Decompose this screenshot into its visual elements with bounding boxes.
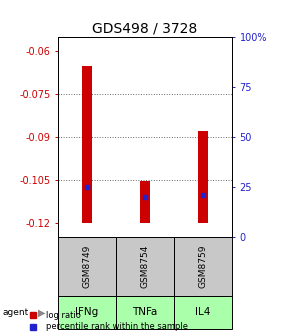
Bar (116, 296, 174, 329)
Text: percentile rank within the sample: percentile rank within the sample (46, 322, 188, 331)
Text: GSM8759: GSM8759 (198, 245, 208, 288)
Text: log ratio: log ratio (46, 310, 81, 320)
Bar (174, 237, 232, 296)
Bar (198, 131, 208, 223)
Bar (140, 181, 150, 223)
Text: agent: agent (3, 308, 29, 317)
Text: GSM8749: GSM8749 (82, 245, 92, 288)
Text: TNFa: TNFa (132, 307, 158, 318)
Bar (58, 296, 116, 329)
Bar (82, 66, 92, 223)
Bar (116, 237, 174, 296)
Text: IFNg: IFNg (75, 307, 99, 318)
Text: IL4: IL4 (195, 307, 211, 318)
Bar (174, 296, 232, 329)
Title: GDS498 / 3728: GDS498 / 3728 (93, 22, 197, 36)
Text: ▶: ▶ (38, 307, 45, 318)
Bar (58, 237, 116, 296)
Text: GSM8754: GSM8754 (140, 245, 150, 288)
